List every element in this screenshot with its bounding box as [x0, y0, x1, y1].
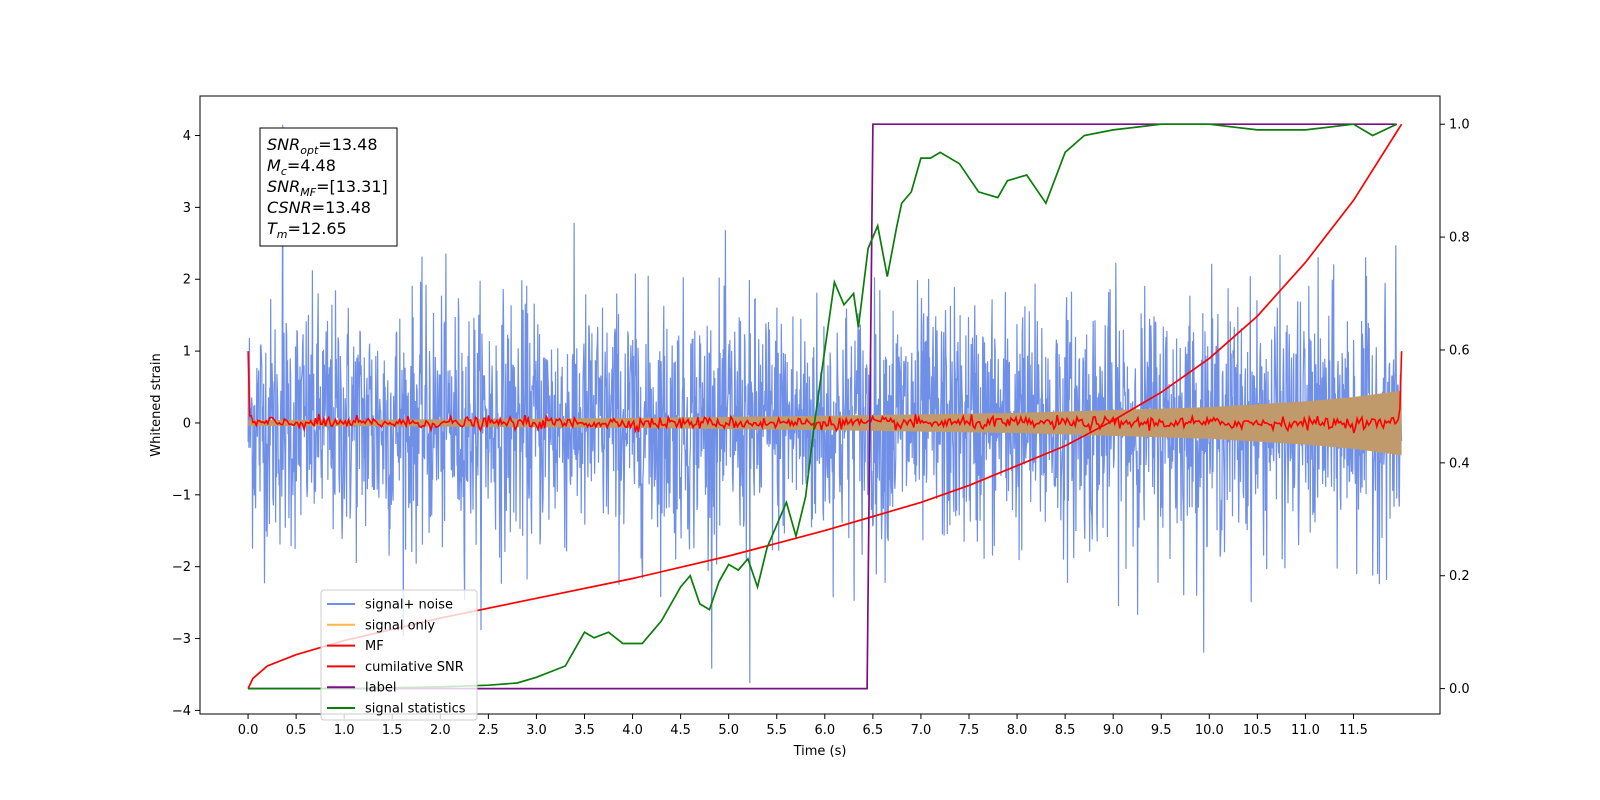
x-tick-label: 8.5: [1055, 723, 1076, 738]
x-tick-label: 9.0: [1103, 723, 1124, 738]
x-tick-label: 10.5: [1243, 723, 1272, 738]
series-label-line: [248, 123, 1397, 690]
x-axis-label: Time (s): [793, 744, 847, 759]
metrics-annotation-box: SNRopt=13.48Mc=4.48SNRMF=[13.31]CSNR=13.…: [259, 127, 398, 247]
x-tick-label: 4.0: [622, 723, 643, 738]
x-tick-label: 2.0: [430, 723, 451, 738]
x-tick-label: 4.5: [670, 723, 691, 738]
x-tick-label: 9.5: [1151, 723, 1172, 738]
annotation-line: SNRopt=13.48: [267, 135, 378, 157]
x-tick-label: 0.5: [286, 723, 307, 738]
x-tick-label: 3.5: [574, 723, 595, 738]
y-left-tick-label: −4: [172, 704, 191, 719]
y-left-tick-label: 0: [183, 416, 191, 431]
x-tick-label: 5.0: [718, 723, 739, 738]
x-tick-label: 11.0: [1291, 723, 1320, 738]
x-tick-label: 7.0: [911, 723, 932, 738]
y-right-tick-label: 0.4: [1449, 456, 1470, 471]
x-tick-label: 6.5: [863, 723, 884, 738]
x-tick-label: 6.0: [814, 723, 835, 738]
x-tick-label: 5.5: [766, 723, 787, 738]
plot-frame: [199, 95, 1441, 715]
legend-label: MF: [365, 639, 384, 654]
y-left-tick-label: −1: [172, 488, 191, 503]
series-signal-noise-line: [247, 124, 1403, 684]
x-tick-label: 2.5: [478, 723, 499, 738]
y-left-tick-label: 2: [183, 273, 191, 288]
series-signal-statistics-line: [248, 123, 1398, 690]
series-layer: [247, 123, 1403, 690]
annotation-line: Mc=4.48: [267, 156, 336, 178]
y-axis-label: Whitened strain: [149, 353, 164, 456]
y-left-tick-label: 4: [183, 129, 191, 144]
right-y-axis: 0.0 0.2 0.4 0.6 0.8 1.0: [1440, 118, 1470, 697]
series-mf-line: [247, 351, 1403, 435]
x-tick-label: 3.0: [526, 723, 547, 738]
x-tick-label: 1.5: [382, 723, 403, 738]
left-y-axis: −4 −3 −2 −1 0 1 2 3 4: [172, 129, 200, 719]
x-tick-label: 7.5: [959, 723, 980, 738]
annotation-line: Tm=12.65: [267, 219, 347, 241]
x-tick-label: 1.0: [334, 723, 355, 738]
y-left-tick-label: 1: [183, 345, 191, 360]
annotation-line: SNRMF=[13.31]: [267, 177, 388, 199]
y-left-tick-label: −2: [172, 560, 191, 575]
legend-label: label: [365, 681, 396, 696]
y-left-tick-label: 3: [183, 201, 191, 216]
x-tick-label: 11.5: [1339, 723, 1368, 738]
annotation-frame: [259, 127, 398, 247]
legend-label: signal statistics: [365, 702, 466, 717]
x-axis: 0.0 0.5 1.0 1.5 2.0 2.5 3.0 3.5 4.0 4.5 5.0 5.5 6.0 6…: [238, 714, 1368, 738]
legend-label: signal only: [365, 618, 435, 633]
x-tick-label: 10.0: [1195, 723, 1224, 738]
legend-label: signal+ noise: [365, 598, 453, 613]
y-right-tick-label: 1.0: [1449, 118, 1470, 133]
y-right-tick-label: 0.2: [1449, 569, 1470, 584]
y-right-tick-label: 0.8: [1449, 231, 1470, 246]
legend-frame: [320, 589, 478, 721]
legend-label: cumilative SNR: [365, 660, 464, 675]
legend: signal+ noise signal only MF cumilative SNR…: [320, 589, 478, 721]
y-left-tick-label: −3: [172, 632, 191, 647]
annotation-line: CSNR=13.48: [267, 198, 371, 217]
x-tick-label: 0.0: [238, 723, 259, 738]
x-tick-label: 8.0: [1007, 723, 1028, 738]
series-cumilative-snr-line: [247, 123, 1403, 689]
y-right-tick-label: 0.6: [1449, 343, 1470, 358]
y-right-tick-label: 0.0: [1449, 682, 1470, 697]
